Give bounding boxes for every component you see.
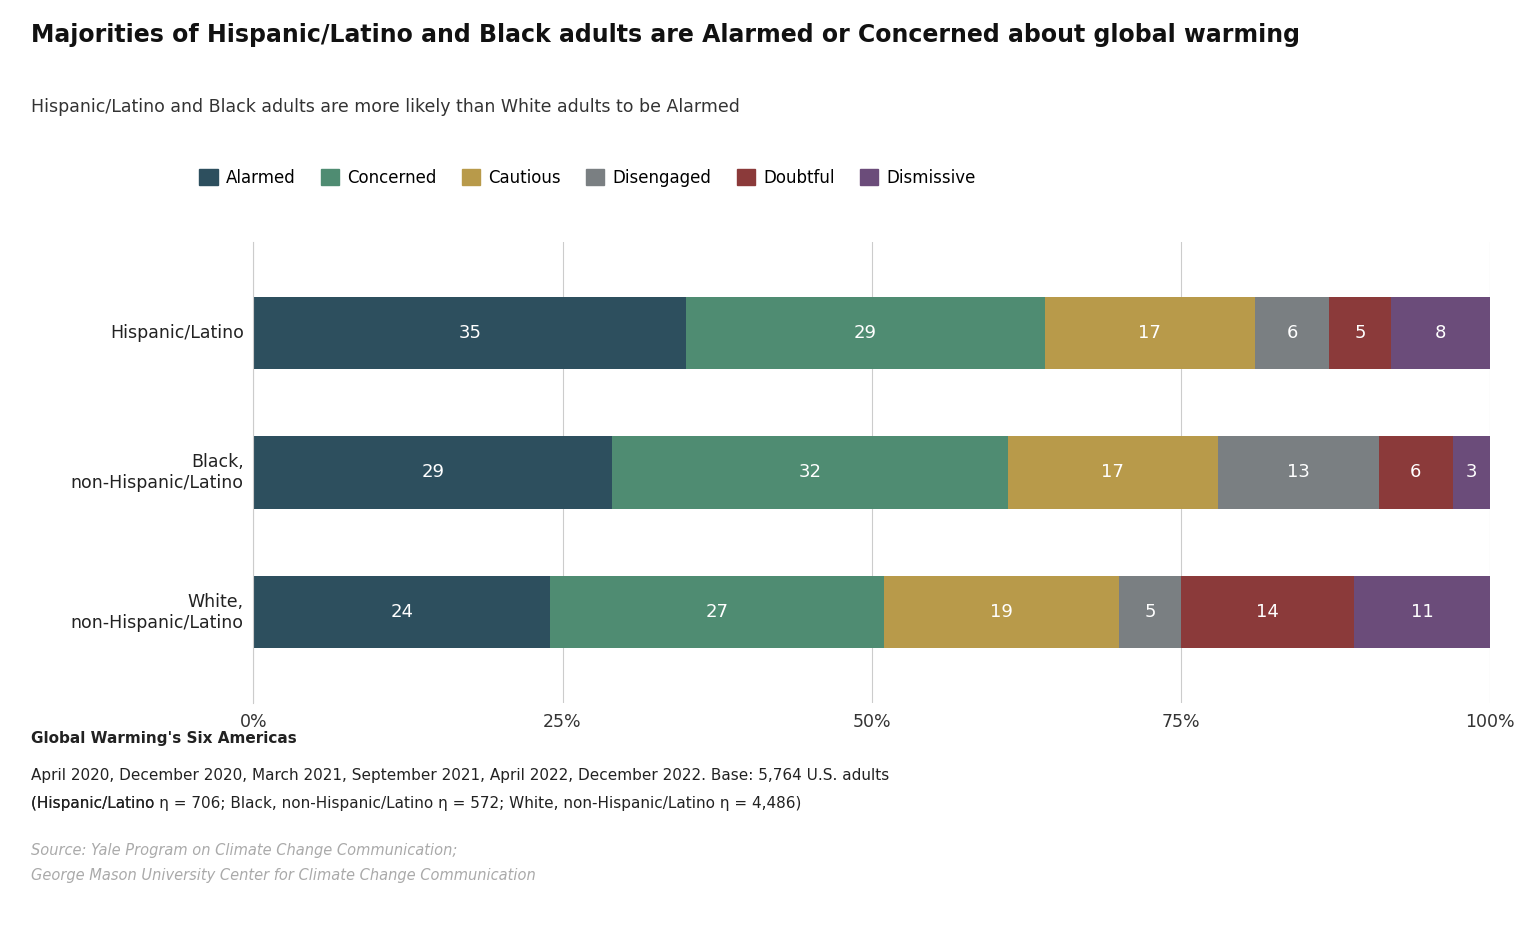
Bar [1453, 436, 1490, 508]
Text: 8: 8 [1435, 324, 1447, 342]
Text: 3: 3 [1465, 464, 1478, 481]
Text: 17: 17 [1138, 324, 1161, 342]
Text: Source: Yale Program on Climate Change Communication;: Source: Yale Program on Climate Change C… [31, 843, 458, 857]
Bar [1392, 297, 1490, 370]
Text: Global Warming's Six Americas: Global Warming's Six Americas [31, 731, 296, 746]
Bar [1044, 297, 1255, 370]
Text: Hispanic/Latino and Black adults are more likely than White adults to be Alarmed: Hispanic/Latino and Black adults are mor… [31, 98, 740, 115]
Bar [1218, 436, 1379, 508]
Text: Majorities of Hispanic/Latino and Black adults are Alarmed or Concerned about gl: Majorities of Hispanic/Latino and Black … [31, 23, 1299, 47]
Text: 35: 35 [458, 324, 481, 342]
Text: 14: 14 [1256, 603, 1279, 621]
Text: 11: 11 [1410, 603, 1433, 621]
Text: 17: 17 [1101, 464, 1124, 481]
Bar [1379, 436, 1453, 508]
Bar [1255, 297, 1329, 370]
Bar [1329, 297, 1392, 370]
Bar [550, 575, 885, 648]
Text: 29: 29 [421, 464, 444, 481]
Bar [1118, 575, 1181, 648]
Bar [1181, 575, 1353, 648]
Bar [1353, 575, 1490, 648]
Text: April 2020, December 2020, March 2021, September 2021, April 2022, December 2022: April 2020, December 2020, March 2021, S… [31, 768, 889, 783]
Bar [253, 436, 611, 508]
Text: George Mason University Center for Climate Change Communication: George Mason University Center for Clima… [31, 868, 536, 883]
Text: 32: 32 [799, 464, 822, 481]
Text: 27: 27 [705, 603, 728, 621]
Legend: Alarmed, Concerned, Cautious, Disengaged, Doubtful, Dismissive: Alarmed, Concerned, Cautious, Disengaged… [192, 162, 983, 194]
Bar [885, 575, 1118, 648]
Text: 5: 5 [1355, 324, 1366, 342]
Bar [253, 297, 687, 370]
Text: 5: 5 [1144, 603, 1155, 621]
Text: 29: 29 [854, 324, 877, 342]
Bar [687, 297, 1044, 370]
Bar [611, 436, 1008, 508]
Text: 13: 13 [1287, 464, 1310, 481]
Bar [1008, 436, 1218, 508]
Text: 24: 24 [390, 603, 413, 621]
Text: 19: 19 [991, 603, 1012, 621]
Text: (Hispanic/Latino: (Hispanic/Latino [31, 796, 158, 811]
Text: (Hispanic/Latino η = 706; Black, non-Hispanic/Latino η = 572; White, non-Hispani: (Hispanic/Latino η = 706; Black, non-His… [31, 796, 802, 811]
Text: 6: 6 [1286, 324, 1298, 342]
Bar [253, 575, 550, 648]
Text: 6: 6 [1410, 464, 1421, 481]
